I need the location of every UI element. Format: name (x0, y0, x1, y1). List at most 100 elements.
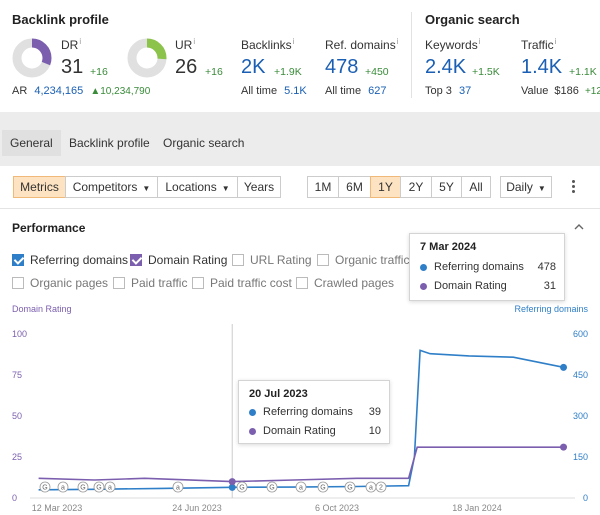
event-marker (93, 481, 105, 493)
event-marker-label: a (369, 485, 373, 492)
backlinks-value[interactable]: 2K (241, 56, 266, 78)
interval-dropdown[interactable]: Daily ▼ (500, 176, 552, 198)
checkbox-url-rating[interactable]: URL Rating (232, 252, 312, 268)
event-marker-label: a (299, 485, 303, 492)
info-icon: i (292, 37, 295, 46)
caret-down-icon: ▼ (142, 184, 151, 193)
event-marker-label: a (176, 485, 180, 492)
checkbox-checked-icon (130, 254, 142, 266)
x-tick-label: 24 Jun 2023 (172, 503, 222, 513)
checkbox-paid-traffic[interactable]: Paid traffic (113, 275, 187, 291)
x-tick-label: 6 Oct 2023 (315, 503, 359, 513)
dr-value: 31 (61, 56, 84, 78)
event-marker (104, 481, 116, 493)
event-marker (172, 481, 184, 493)
dr-label[interactable]: DRi (61, 37, 82, 52)
ref-domains-value[interactable]: 478 (325, 56, 359, 78)
range-1m[interactable]: 1M (307, 176, 339, 198)
tooltip-row-referring-domains: Referring domains 478 (420, 260, 556, 274)
performance-chart[interactable]: 0 25 50 75 100 0 150 300 450 600 12 Mar 2023 24 Jun… (0, 312, 600, 515)
checkbox-organic-traffic[interactable]: Organic traffic (317, 252, 409, 268)
ref-domains-label[interactable]: Ref. domainsi (325, 37, 399, 52)
event-marker-label: G (239, 485, 244, 492)
range-6m[interactable]: 6M (338, 176, 371, 198)
section-divider (411, 12, 412, 98)
right-tick-label: 0 (583, 493, 588, 503)
locations-dropdown[interactable]: Locations ▼ (157, 176, 238, 198)
x-tick-label: 12 Mar 2023 (32, 503, 83, 513)
tooltip-latest: 7 Mar 2024 Referring domains 478 Domain R… (409, 233, 565, 301)
event-marker-label: G (96, 485, 101, 492)
competitors-dropdown[interactable]: Competitors ▼ (65, 176, 158, 198)
series-end-point (560, 363, 568, 371)
info-icon: i (554, 37, 557, 46)
series-line-referring-domains (38, 349, 564, 491)
chevron-up-icon[interactable] (574, 222, 584, 232)
backlinks-label[interactable]: Backlinksi (241, 37, 295, 52)
x-tick-label: 18 Jan 2024 (452, 503, 502, 513)
traffic-delta: +1.1K (569, 66, 597, 78)
caret-down-icon: ▼ (221, 184, 230, 193)
tooltip-date: 7 Mar 2024 (420, 241, 477, 253)
event-marker (344, 481, 356, 493)
checkbox-paid-traffic-cost[interactable]: Paid traffic cost (192, 275, 292, 291)
left-axis-title: Domain Rating (12, 304, 72, 314)
divider (0, 208, 600, 209)
checkbox-checked-icon (12, 254, 24, 266)
tab-backlink-profile[interactable]: Backlink profile (69, 136, 150, 150)
right-tick-label: 450 (573, 370, 588, 380)
event-marker-label: a (61, 485, 65, 492)
performance-title: Performance (12, 221, 86, 235)
ur-value: 26 (175, 56, 198, 78)
years-button[interactable]: Years (237, 176, 281, 198)
keywords-top3: Top 3 37 (425, 85, 472, 97)
ar-delta: ▲10,234,790 (90, 86, 151, 97)
tab-general[interactable]: General (2, 130, 61, 156)
ar-value: 4,234,165 (34, 85, 84, 97)
backlinks-delta: +1.9K (274, 66, 302, 78)
traffic-value[interactable]: 1.4K (521, 56, 563, 78)
ur-donut-chart (127, 38, 167, 78)
keywords-delta: +1.5K (472, 66, 500, 78)
purple-dot-icon (249, 427, 256, 435)
info-icon: i (79, 37, 82, 46)
ref-domains-alltime: All time 627 (325, 85, 387, 97)
event-marker-label: G (320, 485, 325, 492)
range-all[interactable]: All (461, 176, 491, 198)
event-marker (375, 481, 387, 493)
metrics-button[interactable]: Metrics (13, 176, 66, 198)
tabs-bar (0, 112, 600, 166)
traffic-label[interactable]: Traffici (521, 37, 557, 52)
event-marker (266, 481, 278, 493)
ur-label[interactable]: URi (175, 37, 196, 52)
ar-label: AR (12, 85, 28, 97)
checkbox-domain-rating[interactable]: Domain Rating (130, 252, 227, 268)
right-tick-label: 300 (573, 411, 588, 421)
right-tick-label: 600 (573, 329, 588, 339)
ur-delta: +16 (205, 66, 223, 78)
range-2y[interactable]: 2Y (400, 176, 432, 198)
backlink-profile-title: Backlink profile (12, 12, 109, 27)
range-5y[interactable]: 5Y (431, 176, 462, 198)
checkbox-empty-icon (296, 277, 308, 289)
checkbox-organic-pages[interactable]: Organic pages (12, 275, 108, 291)
event-marker-label: 2 (379, 485, 383, 492)
more-options-icon[interactable] (570, 180, 576, 194)
tab-organic-search[interactable]: Organic search (163, 136, 245, 150)
checkbox-empty-icon (113, 277, 125, 289)
series-end-point (560, 443, 568, 451)
range-1y[interactable]: 1Y (370, 176, 401, 198)
checkbox-crawled-pages[interactable]: Crawled pages (296, 275, 394, 291)
tooltip-row-referring-domains: Referring domains 39 (249, 405, 381, 419)
event-marker-label: G (42, 485, 47, 492)
event-marker (57, 481, 69, 493)
event-marker (295, 481, 307, 493)
left-tick-label: 100 (12, 329, 27, 339)
keywords-value[interactable]: 2.4K (425, 56, 467, 78)
checkbox-referring-domains[interactable]: Referring domains (12, 252, 128, 268)
event-marker (77, 481, 89, 493)
checkbox-empty-icon (192, 277, 204, 289)
keywords-label[interactable]: Keywordsi (425, 37, 481, 52)
ref-domains-delta: +450 (365, 66, 389, 78)
event-marker (236, 481, 248, 493)
